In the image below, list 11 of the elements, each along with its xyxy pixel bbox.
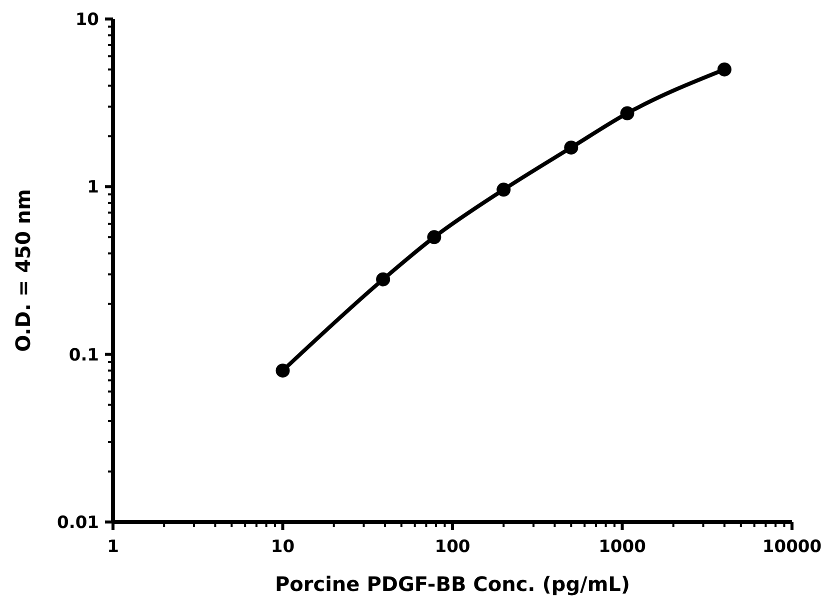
x-tick-label: 1000 [598, 537, 646, 557]
y-axis-title: O.D. = 450 nm [11, 189, 35, 352]
x-tick-label: 100 [434, 537, 470, 557]
y-tick-label: 0.01 [57, 512, 99, 533]
x-tick-label: 1 [107, 537, 119, 557]
y-tick-label: 1 [87, 178, 99, 198]
x-tick-label: 10 [270, 537, 295, 557]
y-tick-label: 0.1 [68, 345, 99, 366]
x-tick-label: 10000 [762, 537, 822, 557]
y-tick-label: 10 [75, 10, 100, 30]
x-axis-title: Porcine PDGF-BB Conc. (pg/mL) [274, 572, 630, 596]
